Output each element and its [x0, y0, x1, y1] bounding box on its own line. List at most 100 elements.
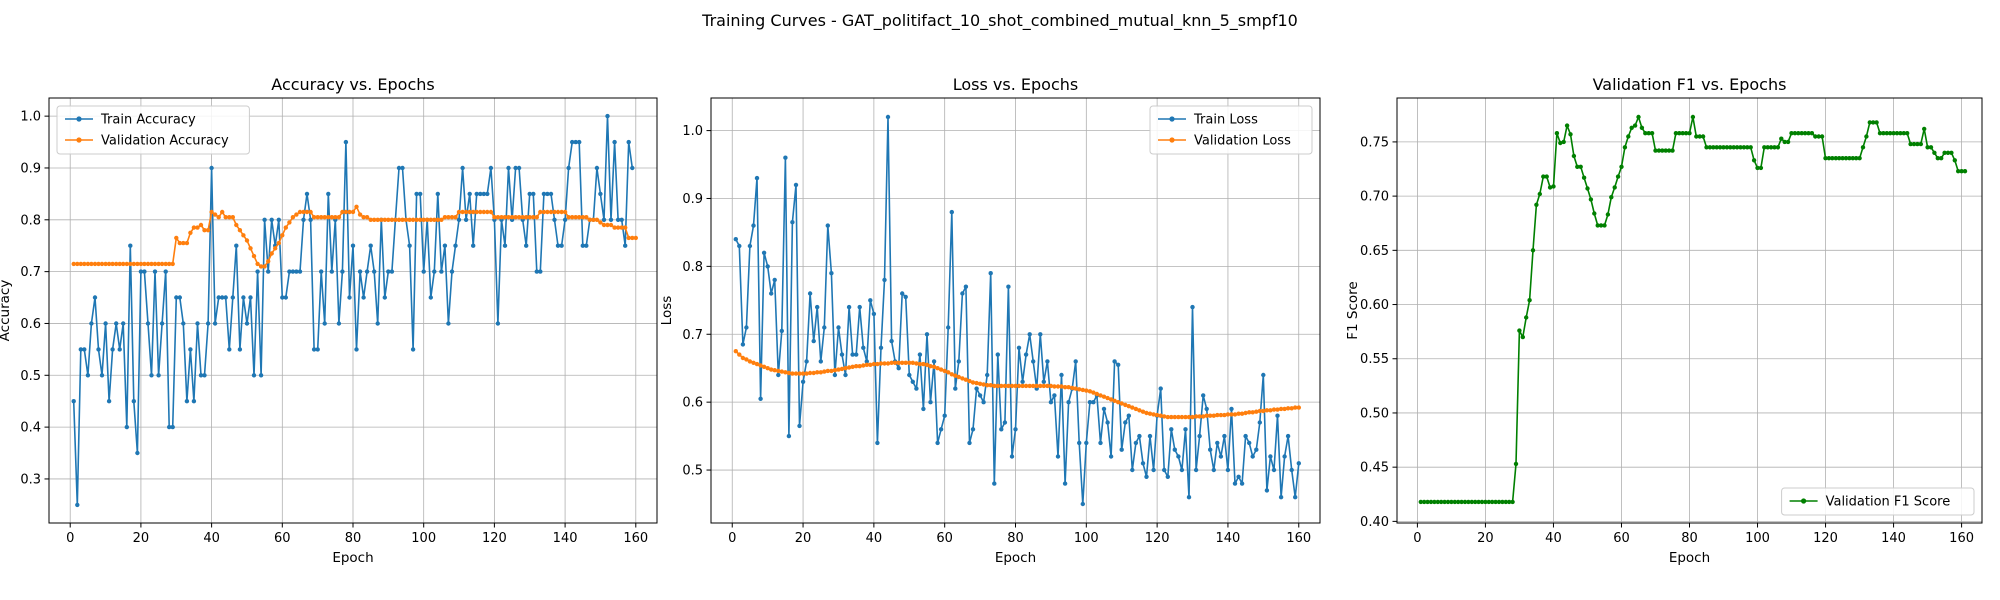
data-point: [1819, 134, 1825, 139]
data-point: [251, 253, 257, 259]
data-point: [1595, 223, 1600, 228]
data-point: [1041, 383, 1047, 389]
data-point: [857, 364, 862, 369]
data-point: [227, 347, 232, 352]
data-point: [573, 139, 578, 145]
data-point: [825, 223, 830, 228]
data-point: [1544, 174, 1549, 179]
data-point: [1045, 359, 1050, 364]
data-point: [248, 295, 253, 300]
data-point: [1568, 132, 1573, 137]
data-point: [156, 261, 161, 267]
data-point: [1247, 410, 1252, 415]
data-point: [1922, 126, 1927, 132]
data-point: [573, 215, 578, 220]
data-point: [1027, 332, 1032, 337]
data-point: [1190, 414, 1195, 420]
data-point: [1792, 131, 1798, 136]
data-point: [114, 261, 119, 267]
data-point: [740, 342, 746, 347]
data-point: [364, 269, 370, 274]
data-point: [1034, 383, 1039, 389]
data-point: [124, 261, 129, 267]
data-point: [921, 361, 926, 367]
data-point: [1486, 499, 1492, 505]
data-point: [1048, 400, 1054, 405]
data-point: [1653, 148, 1658, 153]
data-point: [1517, 328, 1522, 333]
x-tick-label: 20: [133, 531, 150, 546]
data-point: [319, 215, 324, 220]
data-point: [776, 368, 781, 374]
data-point: [198, 373, 204, 378]
data-point: [963, 284, 969, 289]
data-point: [1503, 499, 1509, 505]
data-point: [1738, 145, 1743, 150]
data-point: [181, 240, 186, 246]
data-point: [591, 217, 596, 222]
data-point: [804, 359, 809, 364]
data-point: [1748, 145, 1753, 150]
data-point: [566, 215, 571, 220]
data-point: [418, 217, 423, 222]
data-point: [209, 209, 214, 215]
data-point: [1534, 202, 1539, 207]
chart-3: 0 20 40 60 80 100 120 140 160 0.40 0.45 0.50 0.55 0.6…: [1345, 75, 1983, 566]
data-point: [152, 269, 158, 274]
legend-marker: [76, 137, 82, 143]
data-point: [1204, 406, 1209, 412]
data-point: [548, 191, 554, 197]
data-point: [1229, 406, 1234, 412]
data-point: [1428, 499, 1434, 505]
data-point: [1551, 184, 1556, 189]
x-tick-label: 100: [411, 531, 436, 546]
data-point: [418, 191, 423, 197]
data-point: [956, 359, 961, 364]
data-point: [1254, 409, 1259, 414]
data-point: [89, 261, 94, 267]
data-point: [1561, 139, 1566, 145]
x-tick-label: 160: [623, 531, 648, 546]
data-point: [1911, 141, 1917, 147]
chart-title: Validation F1 vs. Epochs: [1593, 75, 1787, 94]
data-point: [854, 352, 859, 357]
data-point: [1070, 385, 1075, 391]
data-point: [142, 269, 147, 274]
data-point: [372, 217, 377, 222]
data-point: [1755, 165, 1760, 171]
data-point: [354, 347, 359, 352]
data-point: [106, 261, 112, 267]
data-point: [1123, 402, 1128, 408]
data-point: [843, 372, 848, 378]
data-point: [761, 250, 767, 255]
data-point: [442, 215, 448, 220]
y-tick-label: 0.5: [682, 464, 703, 479]
data-point: [1530, 248, 1536, 253]
data-point: [170, 424, 175, 430]
data-point: [758, 363, 763, 368]
data-point: [1435, 499, 1441, 505]
data-point: [389, 269, 395, 274]
data-point: [896, 360, 901, 365]
data-point: [456, 217, 462, 222]
data-point: [1442, 499, 1447, 505]
legend-entry: Train Accuracy: [100, 113, 196, 128]
data-point: [1837, 156, 1842, 161]
data-point: [1510, 499, 1515, 505]
data-point: [949, 209, 954, 215]
data-point: [1204, 413, 1209, 418]
data-point: [1445, 499, 1451, 505]
data-point: [921, 406, 926, 412]
data-point: [878, 345, 884, 350]
data-point: [1500, 499, 1505, 505]
x-tick-label: 60: [274, 531, 291, 546]
data-point: [584, 243, 589, 248]
data-point: [1158, 386, 1163, 391]
data-point: [1268, 408, 1273, 413]
data-point: [1183, 414, 1188, 420]
data-point: [1169, 414, 1174, 420]
data-point: [333, 215, 338, 220]
data-point: [128, 261, 133, 267]
data-point: [1779, 136, 1784, 141]
data-point: [1479, 499, 1485, 505]
